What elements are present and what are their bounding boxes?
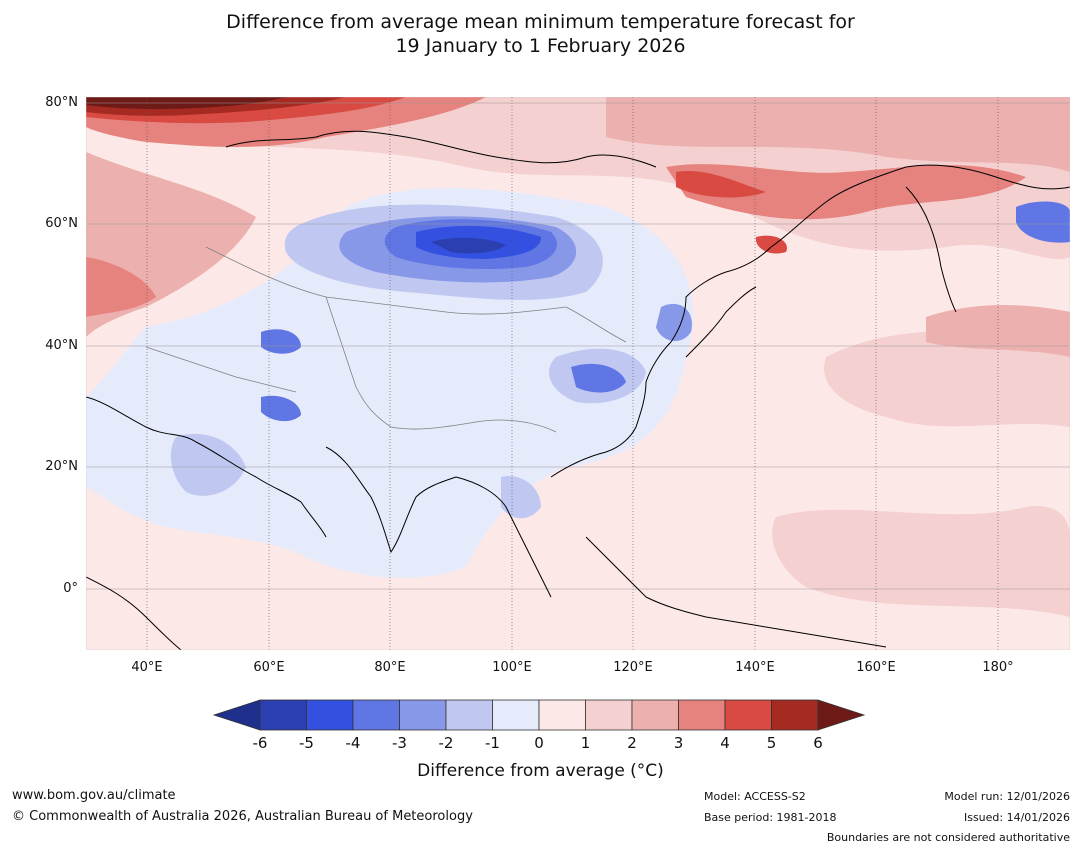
map-lat-gridlines bbox=[86, 102, 1070, 590]
anomaly-central-asia-cold bbox=[261, 329, 301, 354]
colorbar-cell bbox=[445, 699, 493, 731]
footer-website[interactable]: www.bom.gov.au/climate bbox=[12, 788, 176, 803]
anomaly-iran-cold bbox=[261, 395, 301, 422]
colorbar-cell bbox=[631, 699, 679, 731]
colorbar-cell bbox=[678, 699, 726, 731]
lon-label-60e: 60°E bbox=[253, 660, 285, 675]
lat-label-20n: 20°N bbox=[45, 459, 78, 474]
anomaly-zone-3-4-ne bbox=[666, 164, 1026, 220]
colorbar-tick-label: 5 bbox=[766, 734, 777, 752]
colorbar-extend-low bbox=[212, 699, 261, 731]
coastlines bbox=[86, 130, 1070, 650]
anomaly-zone-3-4-west bbox=[86, 257, 156, 317]
colorbar-tick-label: -3 bbox=[392, 734, 407, 752]
map-gridlines bbox=[146, 97, 999, 650]
map-title-line-2: 19 January to 1 February 2026 bbox=[395, 35, 686, 57]
lon-label-120e: 120°E bbox=[613, 660, 653, 675]
colorbar-cell bbox=[538, 699, 586, 731]
footer-model-run: Model run: 12/01/2026 bbox=[944, 790, 1070, 803]
colorbar-tick-label: -1 bbox=[485, 734, 500, 752]
anomaly-zone-4-5-ne bbox=[676, 171, 766, 198]
lon-label-40e: 40°E bbox=[131, 660, 163, 675]
footer-issued: Issued: 14/01/2026 bbox=[963, 811, 1070, 824]
colorbar-cell bbox=[352, 699, 400, 731]
colorbar-cell bbox=[259, 699, 307, 731]
colorbar-label: Difference from average (°C) bbox=[417, 761, 664, 781]
anomaly-zone-2-3-ne bbox=[606, 97, 1070, 172]
colorbar-extend-high bbox=[817, 699, 866, 731]
lon-label-140e: 140°E bbox=[735, 660, 775, 675]
colorbar-tick-label: -2 bbox=[438, 734, 454, 752]
anomaly-zone-minus-2-1-india bbox=[170, 433, 246, 496]
colorbar-cell bbox=[585, 699, 633, 731]
anomaly-zone-4-5-ne2 bbox=[755, 235, 787, 254]
anomaly-china-cold bbox=[571, 363, 626, 393]
footer-disclaimer: Boundaries are not considered authoritat… bbox=[826, 831, 1070, 844]
colorbar bbox=[212, 699, 866, 731]
colorbar-tick-label: -4 bbox=[345, 734, 361, 752]
footer-base-period: Base period: 1981-2018 bbox=[704, 811, 837, 824]
colorbar-cell bbox=[771, 699, 819, 731]
lat-label-60n: 60°N bbox=[45, 216, 78, 231]
lat-label-40n: 40°N bbox=[45, 338, 78, 353]
colorbar-tick-label: -6 bbox=[252, 734, 268, 752]
colorbar-tick-label: 6 bbox=[813, 734, 823, 752]
colorbar-tick-label: 2 bbox=[627, 734, 637, 752]
map-title-line-1: Difference from average mean minimum tem… bbox=[226, 11, 855, 33]
anomaly-zone-1-2-east bbox=[824, 327, 1070, 427]
colorbar-cell bbox=[306, 699, 354, 731]
colorbar-tick-label: 4 bbox=[720, 734, 730, 752]
colorbar-tick-label: 3 bbox=[673, 734, 684, 752]
lat-label-80n: 80°N bbox=[45, 95, 78, 110]
anomaly-zone-minus-2-1-indochina bbox=[501, 476, 541, 519]
lon-label-100e: 100°E bbox=[492, 660, 532, 675]
colorbar-tick-label: 1 bbox=[580, 734, 591, 752]
colorbar-tick-label: -5 bbox=[299, 734, 314, 752]
colorbar-cell bbox=[492, 699, 540, 731]
country-borders bbox=[145, 246, 627, 433]
footer-model: Model: ACCESS-S2 bbox=[704, 790, 806, 803]
colorbar-cell bbox=[399, 699, 447, 731]
anomaly-korea-cold bbox=[656, 303, 692, 342]
colorbar-cell bbox=[724, 699, 772, 731]
lon-label-160e: 160°E bbox=[856, 660, 896, 675]
lon-label-180: 180° bbox=[982, 660, 1014, 675]
temperature-anomaly-map bbox=[86, 97, 1070, 650]
lat-label-0: 0° bbox=[63, 581, 78, 596]
anomaly-pacific-cold bbox=[1016, 201, 1070, 243]
footer-copyright: © Commonwealth of Australia 2026, Austra… bbox=[12, 809, 473, 824]
lon-label-80e: 80°E bbox=[374, 660, 406, 675]
colorbar-tick-label: 0 bbox=[534, 734, 544, 752]
anomaly-zone-minus-6-5 bbox=[431, 237, 506, 254]
